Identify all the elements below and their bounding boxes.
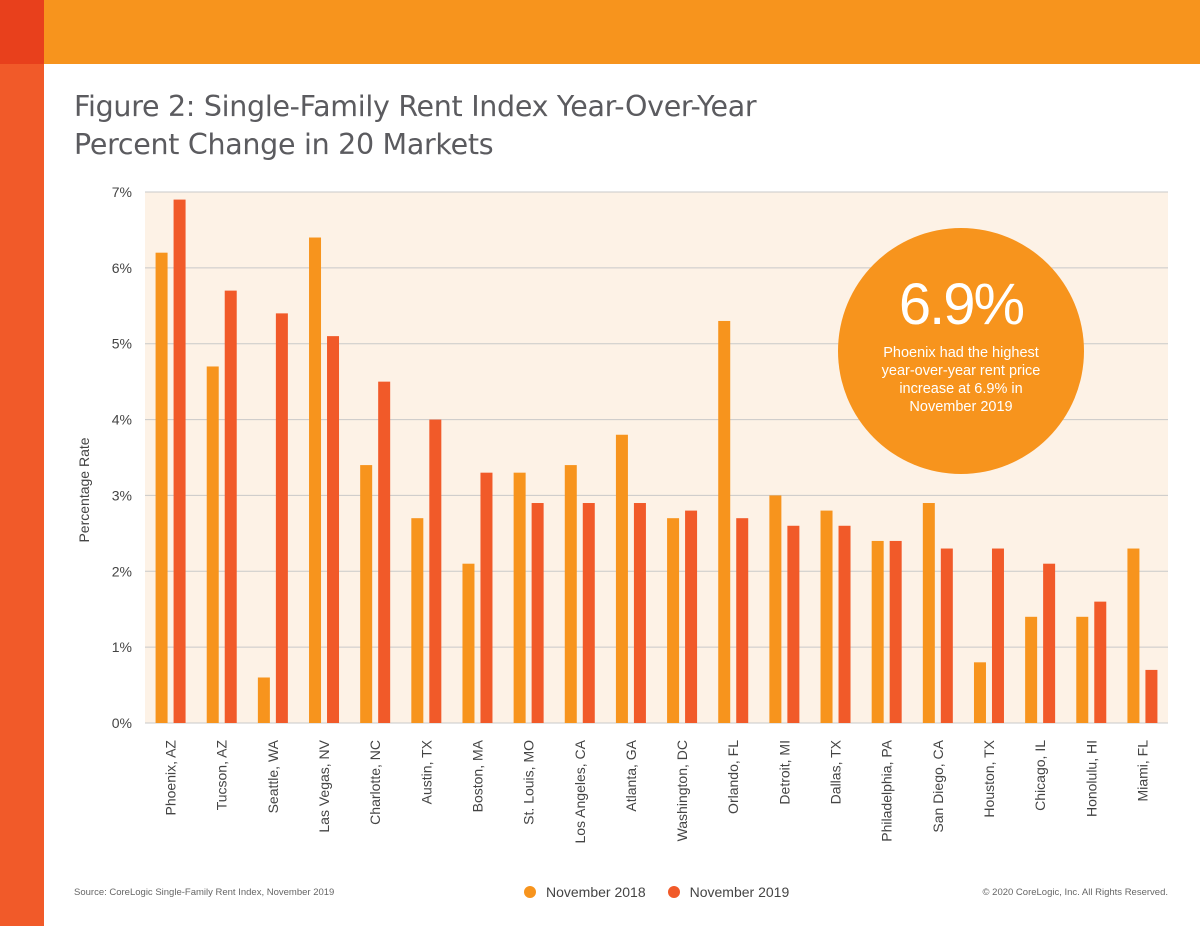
x-tick-label: Honolulu, HI — [1083, 740, 1099, 817]
bar-2018: San Diego, CA — November 2018: 2.9% — [922, 503, 935, 723]
legend-item-2018: November 2018 — [524, 884, 646, 900]
x-tick-label: Miami, FL — [1134, 740, 1150, 802]
bar-2019: Charlotte, NC — November 2019: 4.5% — [378, 381, 391, 723]
bar-2018: Honolulu, HI — November 2018: 1.4% — [1076, 616, 1089, 723]
bar-2019: Chicago, IL — November 2019: 2.1% — [1043, 563, 1056, 723]
x-tick-label: Detroit, MI — [776, 740, 792, 805]
bar-2019: Dallas, TX — November 2019: 2.6% — [838, 525, 851, 723]
y-axis-label: Percentage Rate — [76, 437, 92, 542]
bar-2019: St. Louis, MO — November 2019: 2.9% — [531, 503, 544, 723]
bar-2019: Houston, TX — November 2019: 2.3% — [991, 548, 1004, 723]
bar-2018: Seattle, WA — November 2018: 0.6% — [257, 677, 270, 723]
bar-2019: Seattle, WA — November 2019: 5.4% — [275, 313, 288, 723]
bar-2019: Miami, FL — November 2019: 0.7% — [1145, 669, 1158, 723]
bar-2019: Honolulu, HI — November 2019: 1.6% — [1094, 601, 1107, 723]
legend-item-2019: November 2019 — [667, 884, 790, 900]
bar-2019: Atlanta, GA — November 2019: 2.9% — [633, 503, 646, 723]
chart-title-line-1: Figure 2: Single-Family Rent Index Year-… — [74, 90, 757, 123]
legend-dot-2019 — [667, 886, 680, 898]
y-axis-ticks: 0% 1% 2% 3% 4% 5% 6% 7% — [112, 184, 132, 731]
bar-2019: Orlando, FL — November 2019: 2.7% — [736, 518, 749, 723]
bar-2019: San Diego, CA — November 2019: 2.3% — [940, 548, 953, 723]
bar-2018: Orlando, FL — November 2018: 5.3% — [718, 320, 731, 723]
legend-label-2018: November 2018 — [546, 884, 646, 900]
bar-2018: Washington, DC — November 2018: 2.7% — [667, 518, 680, 723]
source-note: Source: CoreLogic Single-Family Rent Ind… — [74, 887, 335, 898]
bar-2018: Charlotte, NC — November 2018: 3.4% — [360, 465, 373, 723]
y-tick-label: 7% — [112, 184, 132, 200]
x-tick-label: Tucson, AZ — [214, 740, 230, 811]
bar-2019: Las Vegas, NV — November 2019: 5.1% — [327, 336, 340, 723]
x-tick-label: Philadelphia, PA — [879, 739, 895, 841]
bar-2018: Las Vegas, NV — November 2018: 6.4% — [309, 237, 322, 723]
x-tick-label: Austin, TX — [418, 739, 434, 804]
bar-2018: Miami, FL — November 2018: 2.3% — [1127, 548, 1140, 723]
bar-2018: Chicago, IL — November 2018: 1.4% — [1025, 616, 1038, 723]
chart-title: Figure 2: Single-Family Rent Index Year-… — [74, 88, 834, 164]
bar-2018: Austin, TX — November 2018: 2.7% — [411, 518, 424, 723]
corner-accent — [0, 0, 44, 64]
top-accent-bar — [0, 0, 1200, 64]
bar-2019: Philadelphia, PA — November 2019: 2.4% — [889, 540, 902, 723]
y-tick-label: 0% — [112, 715, 132, 731]
legend: November 2018 November 2019 — [524, 884, 811, 900]
y-tick-label: 4% — [112, 412, 132, 428]
y-tick-label: 6% — [112, 260, 132, 276]
bar-2018: Los Angeles, CA — November 2018: 3.4% — [564, 465, 577, 723]
x-tick-label: Dallas, TX — [828, 739, 844, 804]
x-tick-label: Charlotte, NC — [367, 740, 383, 825]
bar-2018: Detroit, MI — November 2018: 3% — [769, 495, 782, 723]
x-tick-label: San Diego, CA — [930, 739, 946, 832]
x-tick-label: Las Vegas, NV — [316, 739, 332, 832]
side-accent-bar — [0, 0, 44, 926]
bar-2018: Boston, MA — November 2018: 2.1% — [462, 563, 475, 723]
bar-2019: Washington, DC — November 2019: 2.8% — [685, 510, 698, 723]
x-tick-label: Atlanta, GA — [623, 739, 639, 811]
x-tick-label: Washington, DC — [674, 740, 690, 841]
legend-label-2019: November 2019 — [689, 884, 790, 900]
bar-2019: Austin, TX — November 2019: 4% — [429, 419, 442, 723]
bar-2018: St. Louis, MO — November 2018: 3.3% — [513, 472, 526, 723]
bar-2018: Phoenix, AZ — November 2018: 6.2% — [155, 252, 168, 723]
x-tick-label: Boston, MA — [469, 739, 485, 812]
copyright-note: © 2020 CoreLogic, Inc. All Rights Reserv… — [982, 887, 1168, 898]
chart-title-line-2: Percent Change in 20 Markets — [74, 128, 494, 161]
y-tick-label: 2% — [112, 563, 132, 579]
bar-2018: Tucson, AZ — November 2018: 4.7% — [206, 366, 219, 723]
bar-2019: Los Angeles, CA — November 2019: 2.9% — [582, 503, 595, 723]
legend-dot-2018 — [524, 886, 536, 898]
x-tick-label: Orlando, FL — [725, 740, 741, 814]
callout-value: 6.9% — [898, 272, 1025, 337]
bar-2019: Boston, MA — November 2019: 3.3% — [480, 472, 493, 723]
x-tick-label: Seattle, WA — [265, 739, 281, 813]
bars: Phoenix, AZ — November 2018: 6.2% Phoenix… — [155, 199, 1158, 724]
bar-2018: Houston, TX — November 2018: 0.8% — [973, 662, 986, 723]
y-tick-label: 1% — [112, 639, 132, 655]
x-tick-label: Chicago, IL — [1032, 740, 1048, 811]
y-tick-label: 5% — [112, 336, 132, 352]
bar-2019: Detroit, MI — November 2019: 2.6% — [787, 525, 800, 723]
callout-text: Phoenix had the highest year-over-year r… — [881, 345, 1041, 415]
x-tick-label: St. Louis, MO — [521, 740, 537, 825]
bar-2018: Atlanta, GA — November 2018: 3.8% — [615, 434, 628, 723]
x-tick-label: Houston, TX — [981, 739, 997, 817]
callout-circle: 6.9% Phoenix had the highest year-over-y… — [838, 228, 1084, 474]
y-tick-label: 3% — [112, 487, 132, 503]
x-axis-ticks: Phoenix, AZ Tucson, AZ Seattle, WA Las Vega… — [163, 739, 1151, 843]
bar-2019: Phoenix, AZ — November 2019: 6.9% — [173, 199, 186, 724]
x-tick-label: Phoenix, AZ — [163, 740, 179, 816]
bar-2018: Dallas, TX — November 2018: 2.8% — [820, 510, 833, 723]
x-tick-label: Los Angeles, CA — [572, 739, 588, 843]
bar-2019: Tucson, AZ — November 2019: 5.7% — [224, 290, 237, 723]
bar-2018: Philadelphia, PA — November 2018: 2.4% — [871, 540, 884, 723]
